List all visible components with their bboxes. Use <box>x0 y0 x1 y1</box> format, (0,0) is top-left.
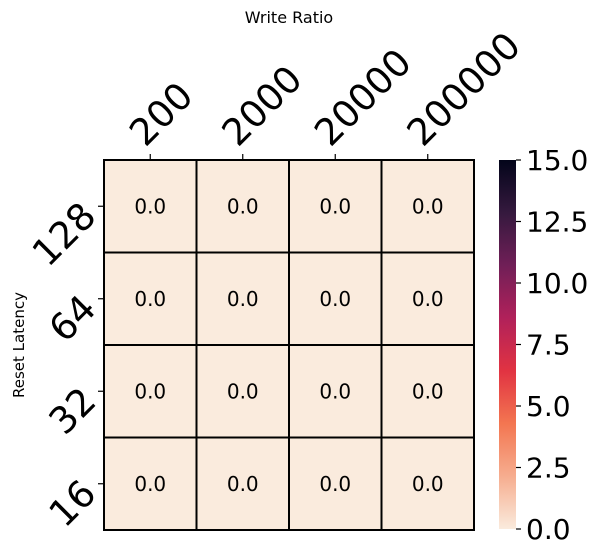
heatmap-cells <box>103 159 475 531</box>
cell-value-label: 0.0 <box>412 379 444 403</box>
heatmap-cell <box>195 344 290 439</box>
cell-value-label: 0.0 <box>412 287 444 311</box>
colorbar-tick-label: 7.5 <box>526 329 571 362</box>
colorbar-tick-label: 5.0 <box>526 390 571 423</box>
cell-value-label: 0.0 <box>412 194 444 218</box>
y-axis-title: Reset Latency <box>10 292 28 398</box>
colorbar-tick-label: 10.0 <box>526 267 588 300</box>
x-axis-title: Write Ratio <box>245 8 333 27</box>
heatmap-cell <box>195 251 290 346</box>
colorbar-tick-label: 0.0 <box>526 513 571 546</box>
cell-value-label: 0.0 <box>227 287 259 311</box>
x-tick-label: 200000 <box>399 24 529 154</box>
cell-value-label: 0.0 <box>227 472 259 496</box>
x-tick-label: 2000 <box>214 57 311 154</box>
cell-value-label: 0.0 <box>412 472 444 496</box>
heatmap-cell <box>380 159 475 254</box>
cell-value-label: 0.0 <box>227 194 259 218</box>
colorbar-gradient <box>499 160 516 529</box>
heatmap-cell <box>195 436 290 531</box>
x-tick-label: 200 <box>121 74 201 154</box>
heatmap-cell <box>103 159 198 254</box>
y-tick-label: 128 <box>24 194 104 274</box>
colorbar-tick-label: 2.5 <box>526 452 571 485</box>
cell-value-label: 0.0 <box>134 287 166 311</box>
cell-value-labels: 0.0 0.0 0.0 0.0 0.0 0.0 0.0 0.0 0.0 0.0 0.0 0.0 0.0 0… <box>134 194 443 496</box>
colorbar-tick-label: 15.0 <box>526 144 588 177</box>
cell-value-label: 0.0 <box>227 379 259 403</box>
cell-value-label: 0.0 <box>319 379 351 403</box>
cell-value-label: 0.0 <box>319 287 351 311</box>
x-tick-label: 20000 <box>306 41 420 155</box>
colorbar-tick-label: 12.5 <box>526 206 588 239</box>
cell-value-label: 0.0 <box>134 194 166 218</box>
cell-value-label: 0.0 <box>134 472 166 496</box>
cell-value-label: 0.0 <box>319 194 351 218</box>
heatmap-cell <box>380 436 475 531</box>
cell-value-label: 0.0 <box>319 472 351 496</box>
y-tick-label: 16 <box>41 472 105 536</box>
heatmap-cell <box>380 251 475 346</box>
heatmap-cell <box>380 344 475 439</box>
cell-value-label: 0.0 <box>134 379 166 403</box>
y-tick-label: 32 <box>41 379 105 443</box>
y-tick-label: 64 <box>41 287 105 351</box>
y-axis-ticks: 128 64 32 16 <box>24 194 104 535</box>
colorbar: 0.0 2.5 5.0 7.5 10.0 12.5 15.0 <box>499 144 588 546</box>
heatmap-cell <box>103 436 198 531</box>
heatmap-cell <box>195 159 290 254</box>
